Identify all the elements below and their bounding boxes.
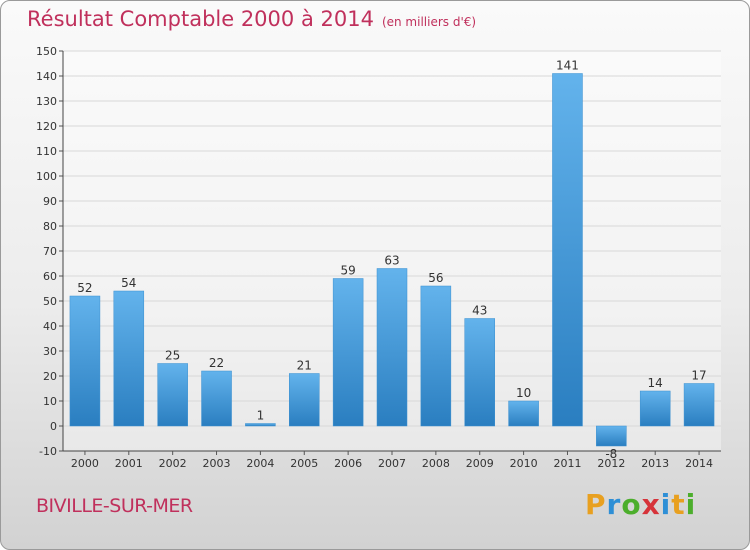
bar [157, 363, 188, 427]
y-tick-label: 0 [50, 420, 57, 433]
data-label: 1 [257, 409, 265, 423]
chart-title-text: Résultat Comptable 2000 à 2014 [27, 7, 374, 31]
y-tick-label: 80 [43, 220, 57, 233]
data-label: 25 [165, 349, 180, 363]
y-tick-label: 140 [36, 70, 57, 83]
x-tick-label: 2010 [510, 457, 538, 470]
x-tick-label: 2013 [641, 457, 669, 470]
data-label: 59 [340, 264, 355, 278]
x-tick-label: 2008 [422, 457, 450, 470]
bar [376, 268, 408, 427]
commune-name: BIVILLE-SUR-MER [36, 495, 193, 517]
x-tick-label: 2000 [71, 457, 99, 470]
data-label: 21 [297, 359, 312, 373]
x-tick-label: 2011 [553, 457, 581, 470]
bar [508, 400, 539, 427]
logo-letter: i [660, 488, 672, 521]
x-tick-label: 2001 [115, 457, 143, 470]
x-tick-label: 2007 [378, 457, 406, 470]
logo-letter: t [671, 488, 686, 521]
y-tick-label: 100 [36, 170, 57, 183]
x-tick-label: 2004 [246, 457, 274, 470]
x-tick-label: 2002 [159, 457, 187, 470]
bar [245, 423, 276, 427]
x-tick-label: 2003 [203, 457, 231, 470]
data-label: 141 [556, 59, 579, 73]
logo-letter: o [621, 488, 642, 521]
x-tick-label: 2012 [597, 457, 625, 470]
bar [464, 318, 495, 427]
bar [69, 295, 101, 427]
data-label: 17 [691, 369, 706, 383]
data-label: 63 [384, 254, 399, 268]
y-tick-label: 120 [36, 120, 57, 133]
bar [332, 278, 364, 427]
y-tick-label: 150 [36, 45, 57, 58]
x-tick-label: 2006 [334, 457, 362, 470]
bar [420, 285, 452, 427]
data-label: 14 [648, 376, 663, 390]
x-tick-label: 2014 [685, 457, 713, 470]
y-tick-label: 110 [36, 145, 57, 158]
y-tick-label: 10 [43, 395, 57, 408]
y-tick-label: 70 [43, 245, 57, 258]
bar [552, 73, 583, 427]
bar [639, 390, 671, 427]
data-label: 10 [516, 386, 531, 400]
bar [596, 425, 627, 447]
logo-letter: x [641, 488, 661, 521]
data-label: 54 [121, 276, 136, 290]
x-tick-label: 2005 [290, 457, 318, 470]
y-tick-label: 20 [43, 370, 57, 383]
bar [113, 290, 145, 427]
logo-letter: i [685, 488, 697, 521]
chart-subtitle: (en milliers d'€) [381, 15, 477, 29]
x-tick-label: 2009 [466, 457, 494, 470]
data-label: 56 [428, 271, 443, 285]
bar [201, 370, 232, 427]
y-tick-label: 130 [36, 95, 57, 108]
y-tick-label: 50 [43, 295, 57, 308]
y-tick-label: 30 [43, 345, 57, 358]
data-label: 43 [472, 304, 487, 318]
proxiti-logo[interactable]: Proxiti [585, 488, 696, 521]
data-label: 52 [77, 281, 92, 295]
y-tick-label: 40 [43, 320, 57, 333]
bar [683, 383, 715, 427]
logo-letter: P [585, 488, 607, 521]
y-tick-label: 90 [43, 195, 57, 208]
chart-title: Résultat Comptable 2000 à 2014 (en millie… [27, 7, 476, 31]
data-label: 22 [209, 356, 224, 370]
y-tick-label: -10 [39, 445, 57, 458]
y-tick-label: 60 [43, 270, 57, 283]
bar [289, 373, 320, 427]
logo-letter: r [606, 488, 622, 521]
